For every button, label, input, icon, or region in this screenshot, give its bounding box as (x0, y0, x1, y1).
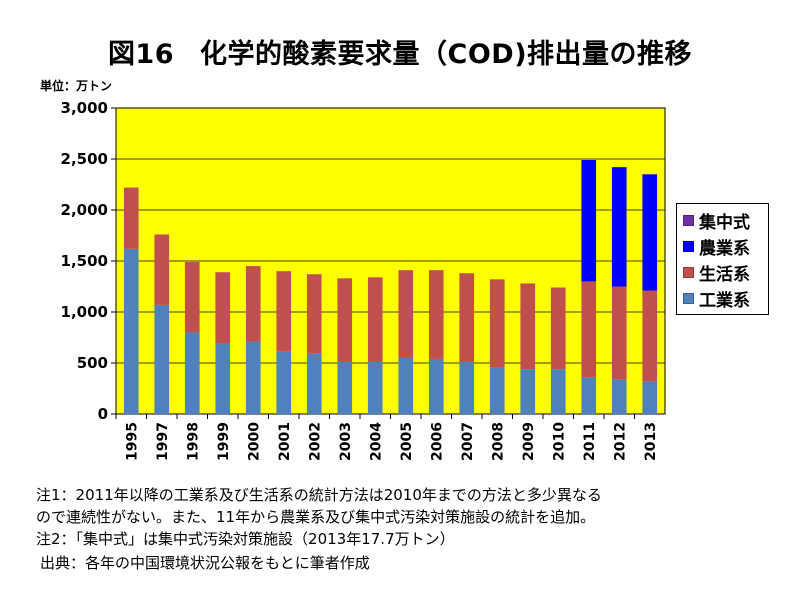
legend-item: 生活系 (683, 259, 768, 285)
bar-segment (184, 262, 200, 333)
x-tick-label: 2007 (460, 422, 476, 461)
note-line-3: 注2：「集中式」は集中式汚染対策施設（2013年17.7万トン） (36, 530, 455, 548)
x-tick-label: 2006 (429, 422, 445, 461)
y-tick-label: 3,000 (61, 99, 108, 117)
x-tick-label: 2013 (643, 422, 659, 461)
bar-segment (520, 369, 536, 414)
legend-label: 集中式 (699, 212, 750, 233)
bar-segment (367, 361, 383, 414)
x-tick-label: 2008 (490, 422, 506, 461)
x-tick-label: 2012 (612, 422, 628, 461)
legend-swatch (683, 214, 694, 226)
bar-segment (123, 187, 139, 249)
bar-segment (337, 361, 353, 414)
x-tick-label: 1998 (185, 422, 201, 461)
x-tick-label: 2005 (399, 422, 415, 461)
bar-segment (154, 304, 170, 414)
x-tick-label: 1997 (155, 422, 171, 461)
y-tick-label: 500 (77, 354, 108, 372)
legend: 集中式農業系生活系工業系 (676, 203, 769, 315)
bar-segment (154, 234, 170, 305)
legend-swatch (683, 292, 694, 304)
x-tick-label: 2003 (338, 422, 354, 461)
bar-segment (398, 270, 414, 358)
bar-segment (459, 273, 475, 362)
bar-segment (581, 160, 597, 282)
bar-segment (306, 353, 322, 414)
note-line-1: 注1：2011年以降の工業系及び生活系の統計方法は2010年までの方法と多少異な… (36, 486, 602, 504)
gridlines (116, 158, 665, 364)
bar-segment (306, 274, 322, 354)
bar-segment (489, 367, 505, 414)
legend-swatch (683, 240, 694, 252)
bar-segment (215, 343, 231, 414)
legend-item: 集中式 (683, 207, 768, 233)
legend-swatch (683, 266, 694, 278)
x-tick-label: 1995 (124, 422, 140, 461)
chart-title: 図16 化学的酸素要求量（COD)排出量の推移 (0, 32, 800, 71)
bars (123, 160, 658, 414)
legend-label: 農業系 (699, 238, 750, 259)
bar-segment (337, 278, 353, 362)
y-tick-label: 2,000 (61, 201, 108, 219)
y-tick-label: 0 (98, 405, 108, 423)
source-text: 出典：各年の中国環境状況公報をもとに筆者作成 (40, 554, 370, 572)
x-tick-label: 2002 (307, 422, 323, 461)
bar-segment (428, 358, 444, 414)
bar-segment (642, 174, 658, 291)
unit-label: 単位：万トン (40, 79, 113, 93)
y-tick-label: 2,500 (61, 150, 108, 168)
bar-segment (245, 266, 261, 342)
bar-segment (428, 270, 444, 359)
x-tick-label: 2000 (246, 422, 262, 461)
x-tick-label: 2009 (521, 422, 537, 461)
y-tick-label: 1,500 (61, 252, 108, 270)
bar-segment (276, 351, 292, 414)
title-text: 化学的酸素要求量（COD)排出量の推移 (200, 39, 693, 70)
x-tick-label: 2001 (277, 422, 293, 461)
legend-item: 農業系 (683, 233, 768, 259)
bar-segment (245, 341, 261, 414)
bar-segment (184, 332, 200, 414)
x-tick-label: 2010 (551, 422, 567, 461)
bar-segment (642, 290, 658, 382)
notes: 注1：2011年以降の工業系及び生活系の統計方法は2010年までの方法と多少異な… (36, 484, 602, 574)
x-tick-label: 1999 (216, 422, 232, 461)
x-tick-label: 2011 (582, 422, 598, 461)
figure-number: 図16 (107, 39, 175, 70)
bar-segment (550, 369, 566, 414)
bar-segment (489, 279, 505, 368)
bar-segment (611, 167, 627, 287)
bar-segment (581, 281, 597, 378)
legend-label: 工業系 (699, 290, 750, 311)
bar-segment (642, 381, 658, 414)
bar-segment (611, 286, 627, 380)
note-line-2: ので連続性がない。また、11年から農業系及び集中式汚染対策施設の統計を追加。 (36, 508, 596, 526)
bar-segment (398, 357, 414, 414)
bar-segment (367, 277, 383, 362)
legend-label: 生活系 (699, 264, 750, 285)
x-axis: 1995 1997 1998 1999 2000 2001 2002 2003 2004 2005… (115, 414, 659, 461)
bar-segment (459, 361, 475, 414)
legend-item: 工業系 (683, 285, 768, 311)
bar-segment (611, 379, 627, 414)
bar-segment (276, 271, 292, 352)
bar-segment (550, 287, 566, 370)
x-tick-label: 2004 (368, 422, 384, 461)
bar-segment (520, 283, 536, 370)
y-tick-label: 1,000 (61, 303, 108, 321)
y-axis: 0 500 1,000 1,500 2,000 2,500 3,000 (61, 99, 116, 423)
bar-segment (123, 248, 139, 414)
bar-segment (581, 377, 597, 414)
bar-segment (215, 272, 231, 344)
